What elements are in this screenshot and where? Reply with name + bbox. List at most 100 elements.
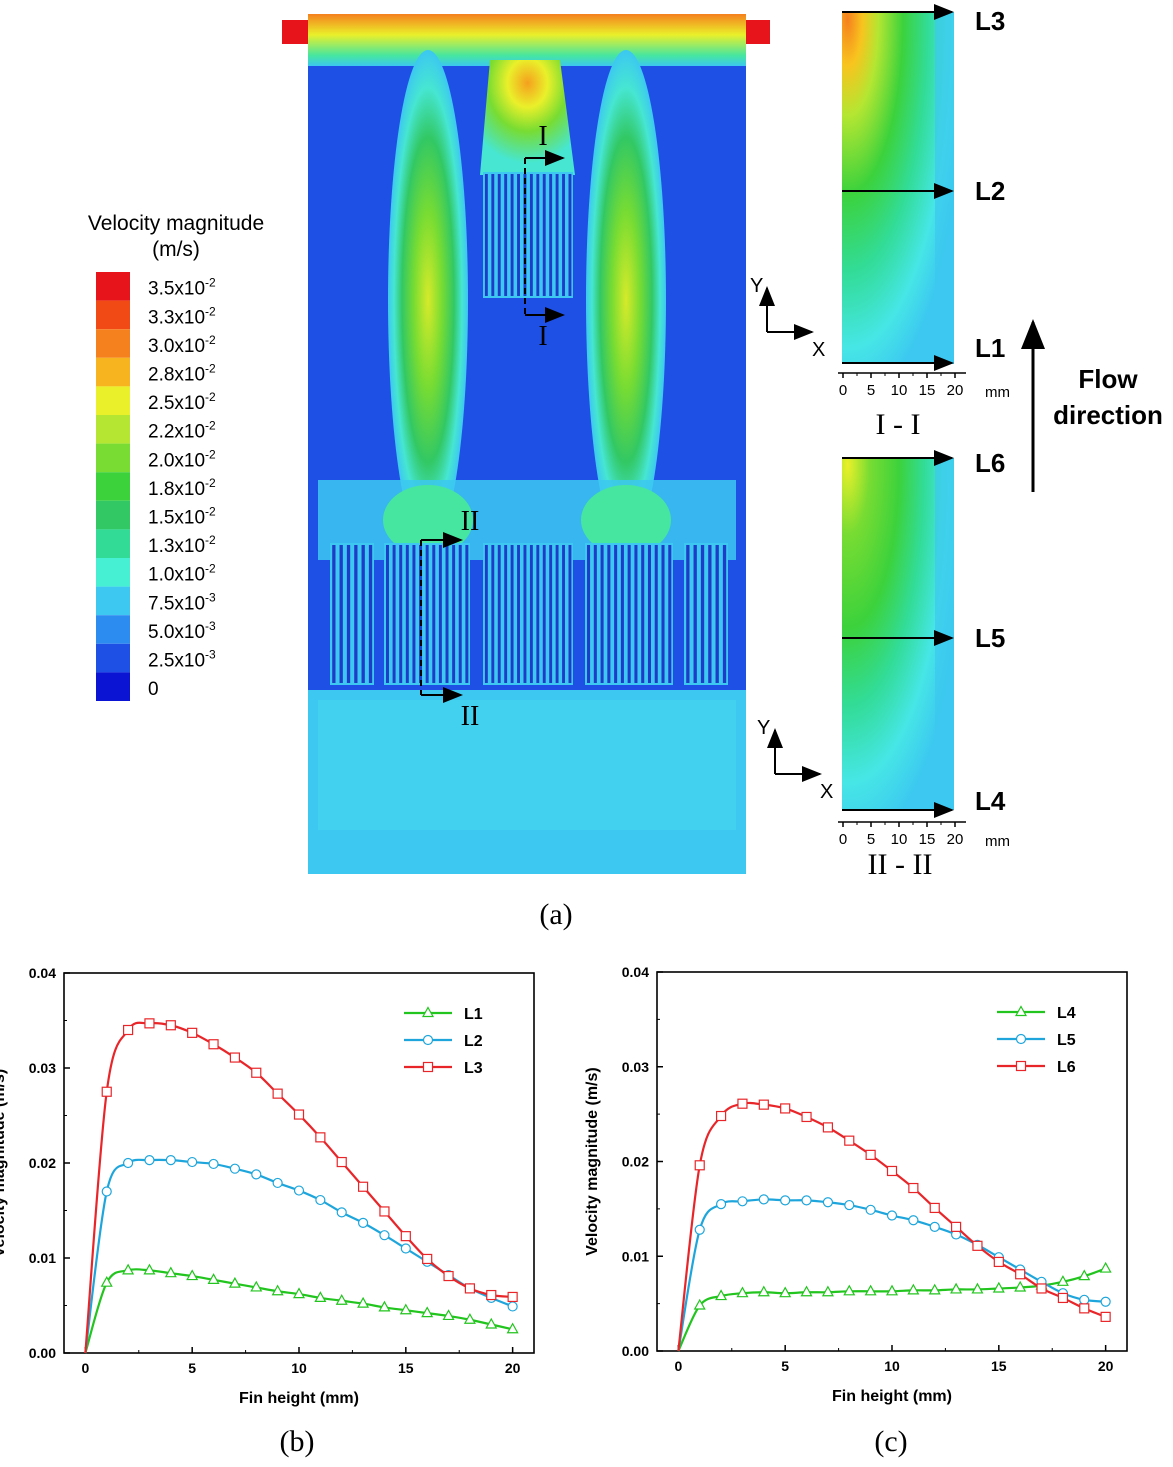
data-point-L6: [908, 1182, 919, 1194]
data-point-L6: [886, 1165, 898, 1177]
section-label-II-top: II: [461, 506, 480, 537]
data-point-L6: [1100, 1311, 1111, 1322]
data-point-L2: [165, 1155, 176, 1166]
y-axis-label: Velocity magnitude (m/s): [0, 1069, 8, 1257]
data-point-L5: [844, 1199, 855, 1211]
legend-marker-L1: [421, 1006, 435, 1018]
section-II-unit: mm: [985, 833, 1010, 850]
y-tick-label: 0.00: [622, 1343, 649, 1359]
x-tick-label: 0: [81, 1360, 89, 1376]
fin: [668, 545, 672, 683]
data-point-L4: [885, 1284, 899, 1296]
data-point-L2: [144, 1155, 155, 1166]
axis-x-label-2: X: [820, 781, 833, 803]
data-point-L5: [865, 1204, 876, 1215]
data-point-L4: [821, 1285, 834, 1297]
legend-entry-L3: L3: [404, 1060, 483, 1077]
axes-glyph-1: Y X: [750, 275, 825, 361]
fin: [332, 545, 336, 683]
data-point-L4: [779, 1286, 792, 1298]
data-point-L6: [1079, 1303, 1090, 1314]
label-L4: L4: [975, 786, 1006, 816]
data-point-L4: [843, 1284, 856, 1296]
x-tick-label: 5: [781, 1358, 789, 1374]
legend-label: 2.2x10-2: [148, 419, 216, 443]
fin: [484, 174, 488, 296]
data-point-L5: [780, 1195, 791, 1206]
x-tick-label: 20: [505, 1360, 521, 1376]
chart-c: 0.00 0.01 0.02 0.03 0.04 0 5 10 15 20 Fin height (…: [584, 964, 1128, 1405]
section-marker-II: II II: [420, 506, 480, 732]
legend-label: 0: [148, 679, 159, 700]
data-point-L3: [336, 1156, 347, 1168]
legend-label: 7.5x10-3: [148, 590, 216, 614]
y-tick-label: 0.04: [29, 965, 56, 981]
legend-label: 2.0x10-2: [148, 447, 216, 471]
y-tick-label: 0.04: [622, 964, 649, 980]
fin: [517, 174, 520, 296]
data-point-L4: [907, 1283, 920, 1295]
data-point-L5: [801, 1195, 812, 1206]
x-tick-label: 15: [398, 1360, 414, 1376]
data-point-L3: [379, 1206, 390, 1217]
legend-title: Velocity magnitude: [88, 212, 264, 235]
data-point-L4: [757, 1285, 770, 1297]
y-axis-label: Velocity magnitude (m/s): [584, 1067, 601, 1255]
legend-entry-L5: L5: [997, 1032, 1076, 1049]
fin: [529, 174, 533, 296]
data-point-L3: [293, 1109, 305, 1120]
data-point-L3: [251, 1067, 262, 1078]
section-I-axis: 0 5 10 15 20: [839, 373, 963, 399]
data-point-L1: [314, 1291, 327, 1302]
legend-label: 2.5x10-3: [148, 648, 216, 672]
fin: [627, 545, 631, 683]
data-point-L1: [100, 1275, 113, 1287]
section-tick-label: 10: [891, 831, 908, 848]
section-view-I: L3 L2 L1 0 5 10 15 20 mm I - I Y X: [750, 4, 1010, 441]
data-point-L4: [1078, 1269, 1091, 1281]
data-point-L1: [421, 1306, 434, 1318]
fin: [399, 545, 403, 683]
data-point-L2: [336, 1207, 347, 1218]
data-point-L2: [208, 1158, 219, 1170]
data-point-L4: [693, 1298, 706, 1310]
bottom-region-inner: [318, 700, 736, 830]
data-point-L6: [737, 1098, 748, 1109]
legend-swatch: [96, 386, 130, 415]
fin: [354, 545, 358, 683]
data-point-L2: [379, 1230, 390, 1241]
data-point-L5: [908, 1215, 919, 1226]
section-II-axis: 0 5 10 15 20: [839, 822, 964, 848]
fin: [425, 545, 429, 683]
y-tick-label: 0.03: [622, 1059, 649, 1075]
fin: [536, 545, 540, 683]
series-L2: [84, 1155, 518, 1354]
data-point-L3: [315, 1132, 326, 1143]
fin: [465, 545, 469, 683]
legend-label: 1.0x10-2: [148, 562, 216, 586]
axis-y-label-2: Y: [757, 717, 770, 739]
fin: [432, 545, 436, 683]
section-tick-label: 20: [947, 831, 964, 848]
section-I-title: I - I: [876, 408, 921, 441]
fin: [620, 545, 624, 683]
data-point-L1: [463, 1313, 476, 1324]
legend-label: 5.0x10-3: [148, 619, 216, 643]
data-point-L1: [271, 1284, 284, 1296]
data-point-L4: [1056, 1275, 1069, 1286]
data-point-L6: [694, 1160, 705, 1171]
legend-label: 3.5x10-2: [148, 276, 216, 300]
plume-right: [586, 50, 666, 550]
fin: [361, 545, 365, 683]
legend-text-L3: L3: [464, 1060, 483, 1077]
data-point-L1: [485, 1317, 498, 1329]
fin: [700, 545, 705, 683]
caption-b: (b): [280, 1425, 315, 1458]
section-tick-label: 15: [919, 382, 936, 399]
data-point-L6: [801, 1111, 812, 1123]
data-point-L6: [758, 1099, 769, 1110]
data-point-L4: [800, 1285, 813, 1297]
fin: [593, 545, 597, 683]
legend-label: 3.3x10-2: [148, 304, 216, 328]
